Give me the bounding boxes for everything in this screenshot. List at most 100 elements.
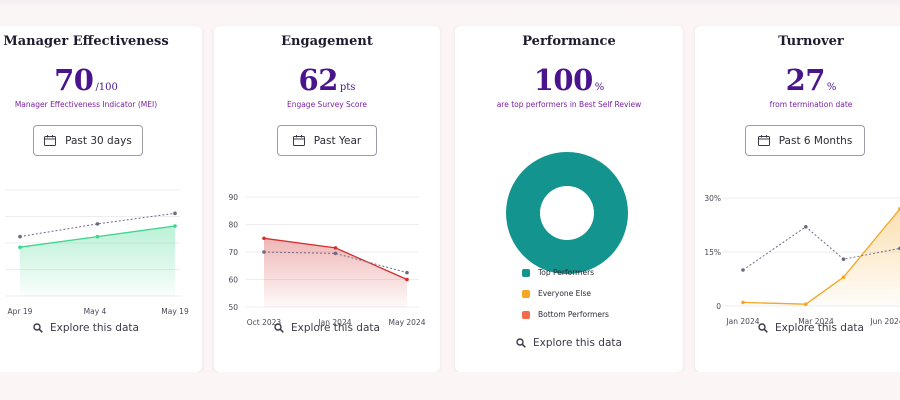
explore-label: Explore this data <box>291 322 380 334</box>
search-icon <box>758 323 768 333</box>
metric-number: 27 <box>785 63 826 97</box>
search-icon <box>516 338 526 348</box>
series-area <box>264 238 407 307</box>
data-point <box>804 302 808 306</box>
date-range-dropdown[interactable]: Past 30 days <box>33 125 143 156</box>
performance-donut-chart <box>506 152 628 274</box>
card-title: Engagement <box>281 34 373 49</box>
explore-label: Explore this data <box>533 337 622 349</box>
top-band <box>0 0 900 8</box>
calendar-icon <box>292 135 305 146</box>
legend-swatch <box>522 268 530 277</box>
dropdown-label: Past 30 days <box>65 134 132 147</box>
x-tick-label: Oct 2023 <box>247 318 282 327</box>
data-point <box>18 234 22 239</box>
data-point <box>741 268 745 272</box>
y-tick-label: 70 <box>228 248 238 257</box>
metric-value: 70/100 <box>0 63 202 97</box>
card-performance: Performance 100% are top performers in B… <box>455 26 683 372</box>
data-point <box>741 300 745 305</box>
x-tick-label: May 2024 <box>389 318 426 327</box>
y-tick-label: 90 <box>228 193 238 202</box>
metric-value: 62 pts <box>214 63 440 97</box>
y-tick-label: 30% <box>704 194 721 203</box>
data-point <box>95 222 100 226</box>
metric-number: 70 <box>54 63 94 97</box>
y-tick-label: 60 <box>228 276 238 285</box>
card-title: Turnover <box>778 34 844 49</box>
explore-label: Explore this data <box>50 322 139 334</box>
calendar-icon <box>757 135 770 146</box>
donut-slice <box>506 152 628 274</box>
manager-effectiveness-chart: Apr 19 May 4 May 19 <box>5 189 189 316</box>
calendar-icon <box>44 135 57 146</box>
data-point <box>841 257 846 261</box>
y-tick-label: 80 <box>228 221 238 230</box>
x-tick-label: May 19 <box>161 307 189 316</box>
data-point <box>173 224 177 228</box>
card-turnover: Turnover 27% from termination date Past … <box>695 26 900 372</box>
metric-subtitle: Engage Survey Score <box>286 100 368 109</box>
date-range-dropdown[interactable]: Past 6 Months <box>745 125 865 156</box>
data-point <box>405 270 409 275</box>
y-tick-label: 0 <box>716 302 721 311</box>
metric-subtitle: from termination date <box>769 100 853 109</box>
dropdown-label: Past 6 Months <box>778 134 853 147</box>
search-icon <box>274 323 284 333</box>
metric-number: 62 <box>298 63 339 97</box>
explore-label: Explore this data <box>775 322 864 334</box>
engagement-chart: 90 80 70 60 50 Oct 2023 Jan 2024 May 2024 <box>228 193 426 327</box>
bottom-band <box>0 372 900 400</box>
series-area <box>743 208 900 306</box>
metric-subtitle: Manager Effectiveness Indicator (MEI) <box>14 100 158 109</box>
turnover-chart: 30% 15% 0 Jan 2024 Mar 2024 Jun 2024 <box>704 194 900 326</box>
data-point <box>333 251 338 256</box>
data-point <box>262 250 266 254</box>
card-manager-effectiveness: Manager Effectiveness 70/100 Manager Eff… <box>0 26 202 372</box>
x-tick-label: Jan 2024 <box>317 318 351 327</box>
metric-unit: pts <box>339 82 356 93</box>
x-tick-label: Jun 2024 <box>869 317 900 326</box>
chart-legend: Top Performers Everyone Else Bottom Perf… <box>522 262 609 325</box>
metric-unit: % <box>594 82 605 93</box>
x-tick-label: Jan 2024 <box>725 317 759 326</box>
series-area <box>20 226 175 296</box>
metric-number: 100 <box>533 63 594 97</box>
card-engagement: Engagement 62 pts Engage Survey Score Pas… <box>214 26 440 372</box>
legend-swatch <box>522 289 530 298</box>
metric-value: 100% <box>455 63 683 97</box>
legend-label: Everyone Else <box>538 289 591 298</box>
card-title: Performance <box>522 34 616 49</box>
explore-data-link[interactable]: Explore this data <box>0 322 202 334</box>
data-point <box>841 275 846 279</box>
legend-item: Everyone Else <box>522 283 609 304</box>
x-tick-label: Mar 2024 <box>798 317 834 326</box>
legend-label: Bottom Performers <box>538 310 609 319</box>
data-point <box>95 234 100 239</box>
y-tick-label: 15% <box>704 248 721 257</box>
legend-item: Bottom Performers <box>522 304 609 325</box>
metric-unit: % <box>826 82 837 93</box>
explore-data-link[interactable]: Explore this data <box>214 322 440 334</box>
x-tick-label: May 4 <box>84 307 107 316</box>
metric-subtitle: are top performers in Best Self Review <box>496 100 642 109</box>
y-tick-label: 50 <box>228 303 238 312</box>
legend-label: Top Performers <box>538 268 595 277</box>
explore-data-link[interactable]: Explore this data <box>455 337 683 349</box>
data-point <box>173 211 177 216</box>
card-title: Manager Effectiveness <box>3 34 169 49</box>
legend-swatch <box>522 310 530 319</box>
x-tick-label: Apr 19 <box>8 307 33 316</box>
explore-data-link[interactable]: Explore this data <box>695 322 900 334</box>
metric-value: 27% <box>695 63 900 97</box>
series-line <box>742 208 900 305</box>
legend-item: Top Performers <box>522 262 609 283</box>
data-point <box>333 246 338 250</box>
data-point <box>262 236 266 241</box>
metric-unit: /100 <box>95 82 118 93</box>
dropdown-label: Past Year <box>313 134 362 147</box>
data-point <box>405 277 409 282</box>
series-line-dotted <box>742 226 900 271</box>
data-point <box>804 225 808 229</box>
date-range-dropdown[interactable]: Past Year <box>277 125 377 156</box>
